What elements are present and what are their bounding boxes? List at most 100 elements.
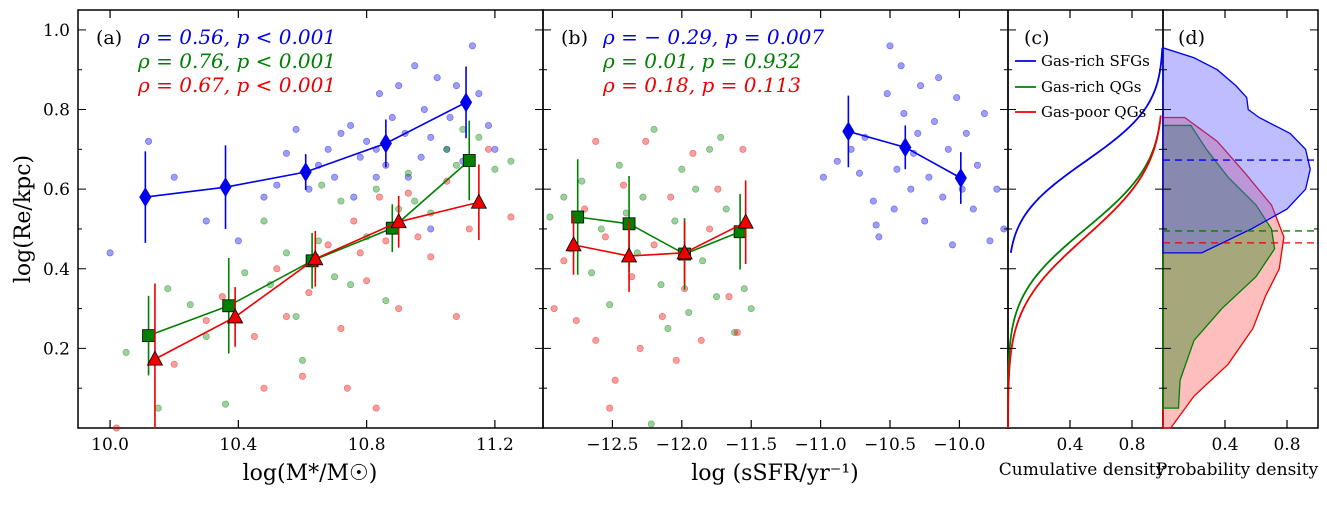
point-qg_poor-1-19 [714,185,722,193]
point-qg_rich-1-6 [606,301,614,309]
point-sfg-1-11 [900,110,908,118]
stat-b-sfg: ρ = − 0.29, p = 0.007 [602,25,824,49]
point-qg_poor-1-24 [592,137,600,145]
point-qg_rich-0-23 [443,145,451,153]
ytick-label-0-0: 0.2 [43,339,70,359]
stat-a-sfg-rho: ρ = 0.56, [137,25,230,49]
xlabel-d-text: Probability density [1156,460,1319,480]
point-sfg-1-5 [869,197,877,205]
point-qg_poor-0-23 [452,313,460,321]
point-sfg-0-20 [388,113,396,121]
xlabel-a: log(M*/M☉) [243,461,378,486]
stat-b-qg-poor-p: p = 0.113 [701,73,801,97]
binned-marker-qg_poor-0-3 [390,212,407,229]
point-qg_rich-1-14 [671,217,679,225]
point-qg_rich-0-3 [186,301,194,309]
point-qg_poor-0-16 [372,404,380,412]
xlabel-d: Probability density [1156,460,1319,480]
xtick-label-1-3: −11.0 [795,435,847,455]
ytick-label-0-3: 0.8 [43,101,70,121]
ylabel-a: log(Re/kpc) [11,155,36,283]
point-qg_poor-0-8 [298,372,306,380]
point-qg_rich-1-7 [615,161,623,169]
point-qg_rich-0-0 [122,348,130,356]
point-sfg-1-22 [948,241,956,249]
xlabel-c-text: Cumulative density [999,460,1166,480]
point-sfg-1-15 [917,82,925,90]
point-qg_poor-1-22 [739,145,747,153]
xtick-label-3-0: 0.4 [1211,435,1238,455]
point-qg_poor-1-23 [606,404,614,412]
point-sfg-0-35 [491,145,499,153]
xtick-label-0-1: 10.4 [219,435,257,455]
point-qg_poor-1-10 [642,137,650,145]
point-qg_rich-1-23 [740,285,748,293]
point-sfg-0-14 [350,193,358,201]
point-sfg-0-24 [417,153,425,161]
point-qg_poor-0-17 [382,237,390,245]
point-qg_poor-1-0 [550,305,558,313]
point-sfg-1-6 [875,233,883,241]
point-qg_rich-0-15 [347,281,355,289]
point-qg_poor-1-12 [658,313,666,321]
xtick-label-1-5: −10.0 [933,435,985,455]
binned-marker-qg_poor-1-1 [620,247,638,263]
panel-c-tag: (c) [1024,27,1049,49]
point-qg_rich-0-29 [318,181,326,189]
stat-b-qg-poor: ρ = 0.18, p = 0.113 [602,73,801,97]
point-sfg-1-26 [969,205,977,213]
point-sfg-0-27 [433,74,441,82]
point-qg_poor-0-12 [343,384,351,392]
point-qg_poor-0-13 [350,217,358,225]
point-sfg-0-4 [260,193,268,201]
binned-marker-sfg-0-3 [379,133,392,154]
xtick-label-0-0: 10.0 [91,435,129,455]
point-qg_poor-0-20 [414,233,422,241]
point-sfg-0-1 [145,137,153,145]
point-qg_rich-0-6 [241,269,249,277]
point-sfg-1-32 [872,221,880,229]
stat-a-qg-rich: ρ = 0.76, p < 0.001 [137,49,336,73]
point-qg_rich-1-11 [650,125,658,133]
binned-layer [139,66,967,428]
point-sfg-1-3 [855,169,863,177]
point-qg_poor-0-24 [465,225,473,233]
point-sfg-0-18 [375,90,383,98]
point-qg_rich-0-7 [260,217,268,225]
point-sfg-0-38 [404,173,412,181]
point-qg_poor-0-14 [356,249,364,257]
point-qg_poor-1-1 [560,257,568,265]
stat-a-qg-poor: ρ = 0.67, p < 0.001 [137,73,336,97]
point-qg_poor-1-9 [636,344,644,352]
stat-a-sfg: ρ = 0.56, p < 0.001 [137,25,336,49]
point-sfg-0-30 [452,82,460,90]
point-qg_rich-1-21 [722,205,730,213]
point-sfg-0-29 [446,113,454,121]
point-qg_poor-0-3 [218,293,226,301]
point-qg_rich-1-4 [588,269,596,277]
xtick-label-1-4: −10.5 [864,435,916,455]
point-qg_poor-0-26 [507,213,515,221]
point-sfg-1-17 [925,173,933,181]
point-qg_rich-0-12 [315,237,323,245]
legend-label-sfg: Gas-rich SFGs [1041,52,1150,70]
panel-c-layer [1007,47,1164,429]
point-qg_poor-1-13 [667,193,675,201]
xlabel-b: log (sSFR/yr⁻¹) [691,461,859,486]
point-sfg-0-15 [356,153,364,161]
point-qg_rich-1-25 [647,420,655,428]
point-sfg-0-8 [305,185,313,193]
xtick-label-1-1: −12.0 [656,435,708,455]
point-sfg-0-12 [337,129,345,137]
stat-b-qg-rich-rho: ρ = 0.01, [602,49,695,73]
ytick-label-0-4: 1.0 [43,21,70,41]
point-sfg-1-25 [962,129,970,137]
binned-marker-sfg-0-4 [459,92,473,113]
point-qg_rich-0-21 [411,197,419,205]
legend: Gas-rich SFGs Gas-rich QGs Gas-poor QGs [1015,52,1150,121]
binned-marker-sfg-0-2 [299,162,312,182]
point-sfg-0-25 [420,106,428,114]
binned-line-qg_poor-1 [573,221,747,257]
point-sfg-0-3 [202,217,210,225]
